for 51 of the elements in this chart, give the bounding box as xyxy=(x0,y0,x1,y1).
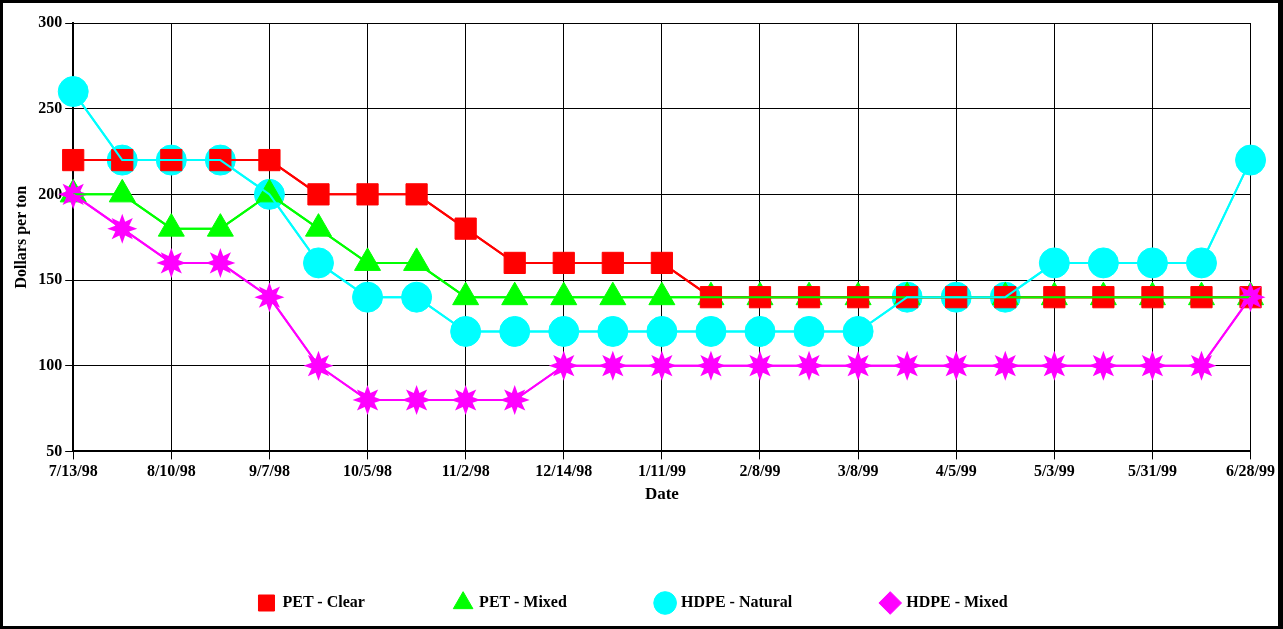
point xyxy=(254,282,285,313)
point xyxy=(793,315,825,347)
x-tick-label: 9/7/98 xyxy=(248,462,290,480)
point xyxy=(842,315,874,347)
point xyxy=(356,183,379,206)
y-tick-label: 300 xyxy=(38,13,63,31)
point xyxy=(1186,247,1217,279)
x-tick-label: 4/5/99 xyxy=(935,462,977,480)
point xyxy=(405,183,428,206)
y-tick-label: 100 xyxy=(38,355,63,373)
point xyxy=(744,315,776,347)
x-tick-label: 5/3/99 xyxy=(1033,462,1075,480)
x-tick-label: 1/11/99 xyxy=(637,462,686,480)
legend-label: HDPE - Mixed xyxy=(906,593,1008,611)
legend-label: HDPE - Natural xyxy=(681,593,793,611)
point xyxy=(499,315,531,347)
point xyxy=(1038,247,1070,279)
point xyxy=(646,315,678,347)
point xyxy=(503,251,526,275)
point xyxy=(307,183,330,206)
point xyxy=(1087,247,1119,279)
y-tick-label: 250 xyxy=(38,98,63,116)
point xyxy=(401,281,433,313)
y-tick-label: 50 xyxy=(46,441,63,459)
point xyxy=(1235,144,1267,176)
x-tick-label: 11/2/98 xyxy=(441,462,490,480)
x-tick-label: 2/8/99 xyxy=(739,462,781,480)
point xyxy=(450,315,482,347)
point xyxy=(302,247,334,279)
point xyxy=(303,350,334,381)
x-tick-label: 7/13/98 xyxy=(48,462,98,480)
legend-label: PET - Mixed xyxy=(479,593,567,611)
point xyxy=(1136,247,1168,279)
point xyxy=(695,315,727,347)
point xyxy=(548,315,580,347)
x-tick-label: 10/5/98 xyxy=(343,462,392,480)
point xyxy=(597,315,629,347)
x-tick-label: 5/31/99 xyxy=(1128,462,1177,480)
point xyxy=(352,281,384,313)
point xyxy=(454,217,477,240)
x-tick-label: 8/10/98 xyxy=(146,462,196,480)
point xyxy=(62,148,85,172)
legend-label: PET - Clear xyxy=(282,593,365,611)
y-tick-label: 200 xyxy=(38,184,63,202)
y-tick-label: 150 xyxy=(38,270,63,288)
x-axis-title: Date xyxy=(644,484,680,504)
x-tick-label: 3/8/99 xyxy=(837,462,879,480)
x-tick-label: 12/14/98 xyxy=(535,462,593,480)
point xyxy=(258,148,281,172)
y-axis-title: Dollars per ton xyxy=(11,185,30,289)
x-tick-label: 6/28/99 xyxy=(1226,462,1275,480)
